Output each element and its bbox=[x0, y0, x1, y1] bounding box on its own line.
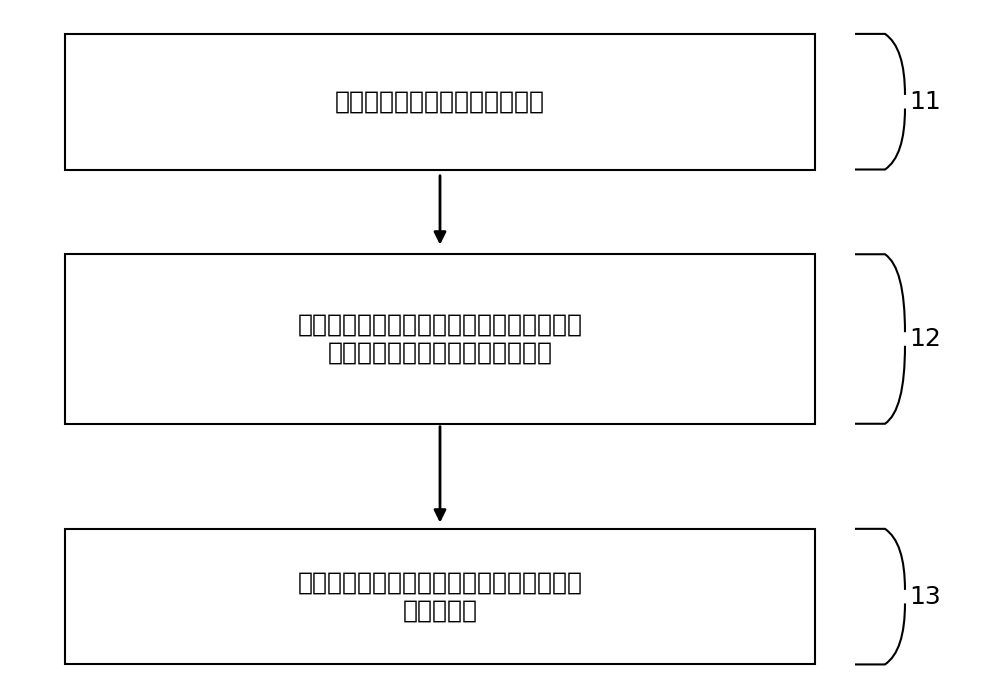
FancyBboxPatch shape bbox=[65, 254, 815, 424]
Text: 12: 12 bbox=[909, 327, 941, 351]
FancyBboxPatch shape bbox=[65, 34, 815, 170]
FancyBboxPatch shape bbox=[65, 529, 815, 664]
Text: 提供一具有初步锌扩散的外延片: 提供一具有初步锌扩散的外延片 bbox=[335, 89, 545, 114]
Text: 13: 13 bbox=[909, 584, 941, 609]
Text: 在外延片的至少部分表面沉积应变层，以使
得半导体芯片的发射光谱发生蓝移: 在外延片的至少部分表面沉积应变层，以使 得半导体芯片的发射光谱发生蓝移 bbox=[298, 313, 582, 365]
Text: 对外延片与应变层进行加热，以提高锌在窗
口区的扩散: 对外延片与应变层进行加热，以提高锌在窗 口区的扩散 bbox=[298, 571, 582, 622]
Text: 11: 11 bbox=[909, 89, 941, 114]
